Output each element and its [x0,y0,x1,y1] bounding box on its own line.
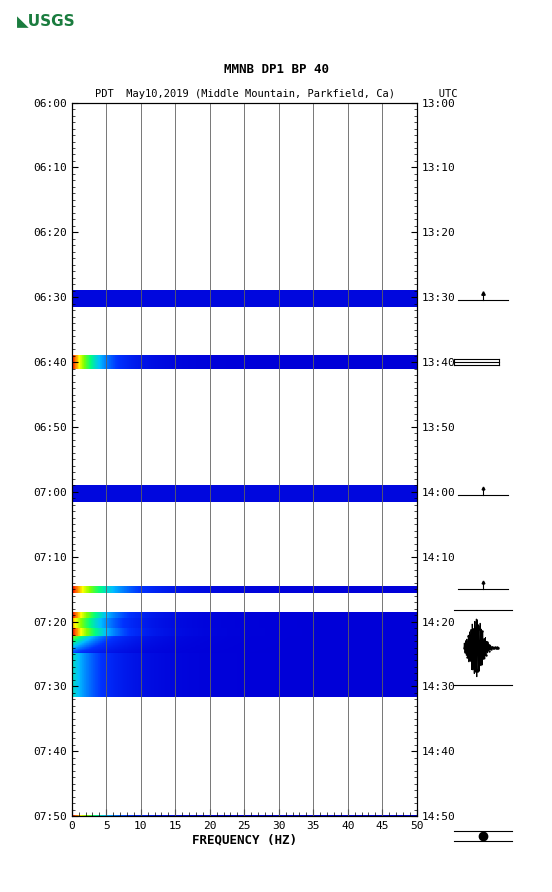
X-axis label: FREQUENCY (HZ): FREQUENCY (HZ) [192,834,297,847]
Text: PDT  May10,2019 (Middle Mountain, Parkfield, Ca)       UTC: PDT May10,2019 (Middle Mountain, Parkfie… [95,89,457,99]
Text: ◣USGS: ◣USGS [17,13,75,29]
Text: MMNB DP1 BP 40: MMNB DP1 BP 40 [224,62,328,76]
